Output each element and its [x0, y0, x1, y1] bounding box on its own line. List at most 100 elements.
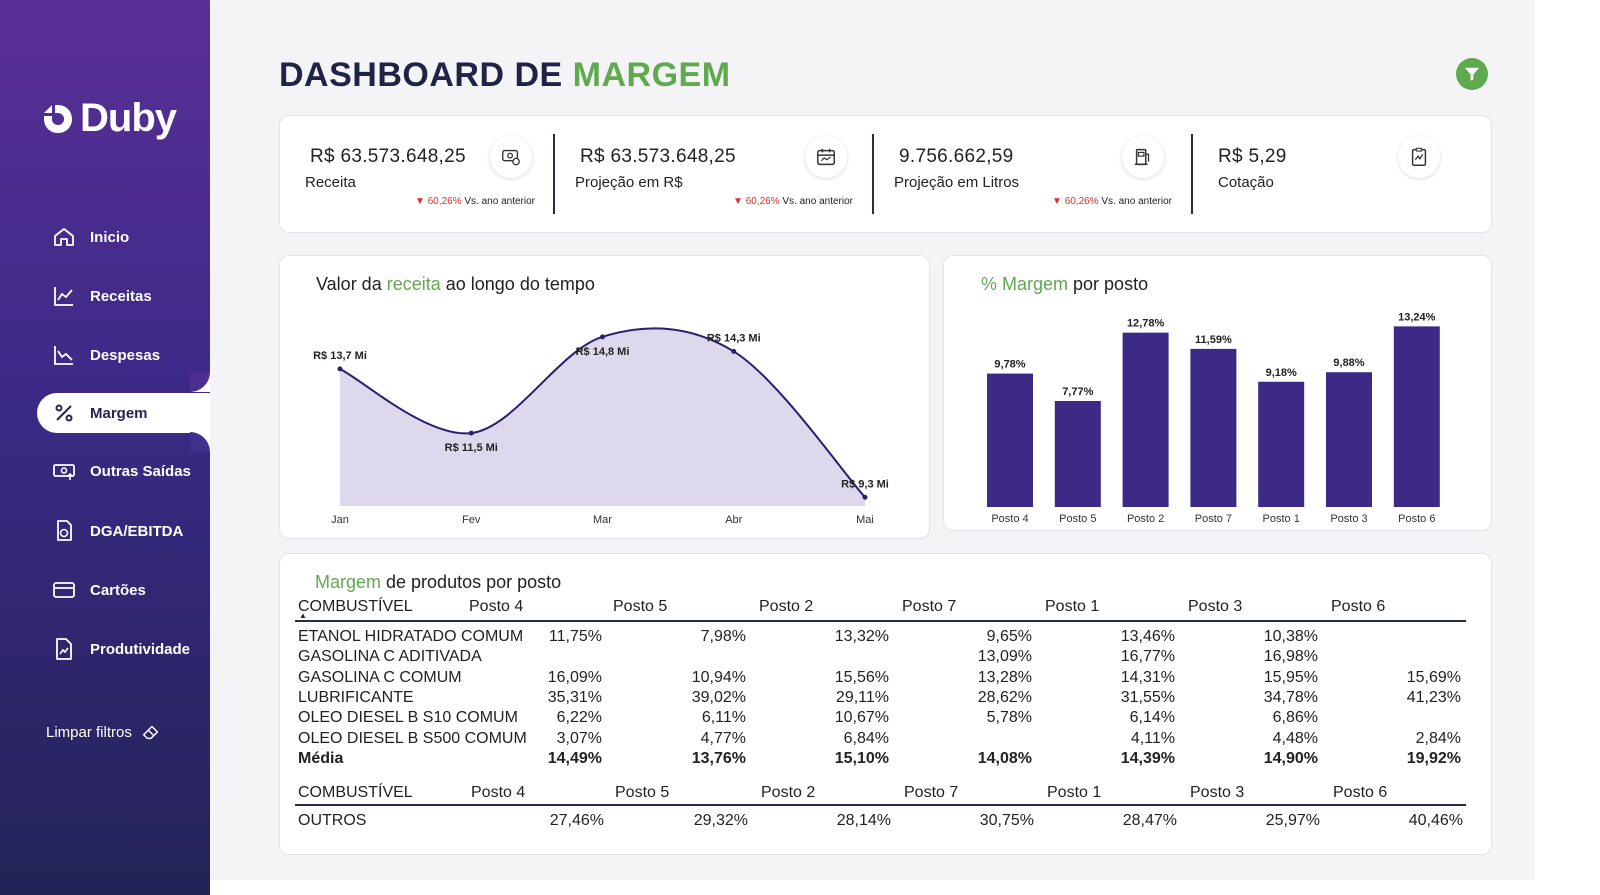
margin-bar[interactable]: [1122, 332, 1169, 507]
sidebar-item-receitas[interactable]: Receitas: [0, 276, 210, 316]
column-header[interactable]: Posto 5: [613, 598, 668, 615]
table-cell: 6,22%: [556, 709, 602, 727]
table-cell: 13,32%: [834, 628, 889, 645]
column-header[interactable]: Posto 2: [759, 598, 814, 615]
table-title: Margem de produtos por posto: [315, 572, 561, 593]
revenue-x-tick: Abr: [725, 514, 742, 526]
table-title-b: de produtos por posto: [381, 572, 562, 592]
table-cell: OUTROS: [298, 812, 367, 829]
revenue-point[interactable]: [600, 334, 605, 340]
column-header[interactable]: Posto 6: [1333, 784, 1388, 801]
revenue-x-tick: Mar: [593, 514, 612, 526]
column-header[interactable]: Posto 6: [1331, 598, 1386, 615]
table-cell: 16,09%: [547, 668, 602, 686]
kpi-value: 9.756.662,59: [899, 146, 1014, 167]
column-header[interactable]: Posto 7: [904, 784, 959, 801]
table-cell: 29,11%: [835, 688, 889, 706]
margin-x-tick: Posto 2: [1127, 513, 1164, 525]
page-title-accent: MARGEM: [572, 56, 731, 94]
margin-bar[interactable]: [1258, 381, 1305, 507]
table-cell: GASOLINA C COMUM: [298, 668, 462, 686]
table-cell: 13,76%: [691, 750, 746, 767]
kpi-0: R$ 63.573.648,25 Receita ▼ 60,26% Vs. ano …: [280, 116, 580, 234]
brand-logo[interactable]: Duby: [38, 96, 177, 141]
table-header-divider: [295, 804, 1466, 806]
margin-data-label: 12,78%: [1127, 318, 1165, 330]
revenue-chart-title: Valor da receita ao longo do tempo: [316, 274, 595, 295]
margin-data-label: 9,78%: [994, 359, 1025, 371]
table-cell: 28,62%: [977, 688, 1032, 706]
sidebar-item-label: Produtividade: [90, 640, 191, 658]
sidebar-item-margem[interactable]: Margem: [37, 393, 210, 433]
margin-bar[interactable]: [1190, 348, 1237, 507]
sidebar-item-produtividade[interactable]: Produtividade: [0, 629, 210, 669]
kpi-divider: [872, 134, 874, 214]
column-header[interactable]: Posto 3: [1188, 598, 1243, 615]
margin-bar[interactable]: [1393, 326, 1440, 507]
column-header[interactable]: Posto 1: [1047, 784, 1102, 801]
kpi-label: Projeção em Litros: [894, 174, 1020, 191]
column-header[interactable]: Posto 3: [1190, 784, 1245, 801]
column-header[interactable]: Posto 5: [615, 784, 670, 801]
sidebar-item-despesas[interactable]: Despesas: [0, 335, 210, 375]
kpi-3: R$ 5,29 Cotação: [1193, 116, 1493, 234]
column-header[interactable]: Posto 7: [902, 598, 957, 615]
margin-x-tick: Posto 7: [1195, 513, 1232, 525]
table-cell: 2,84%: [1415, 729, 1461, 747]
active-tab-notch-top: [190, 372, 210, 392]
revenue-chart-title-a: Valor da: [316, 274, 387, 294]
eraser-icon: [142, 725, 159, 740]
column-header[interactable]: COMBUSTÍVEL: [298, 598, 413, 615]
margin-bar[interactable]: [987, 373, 1033, 507]
kpi-delta-text: Vs. ano anterior: [1101, 196, 1172, 207]
home-icon: [52, 225, 76, 249]
kpi-divider: [553, 134, 555, 214]
kpi-label: Cotação: [1218, 174, 1274, 191]
filter-button[interactable]: [1456, 58, 1488, 90]
table-row: OLEO DIESEL B S500 COMUM 3,07% 4,77% 6,84% 4…: [280, 729, 1461, 748]
kpi-delta: ▼ 60,26% Vs. ano anterior: [733, 196, 853, 207]
margin-x-tick: Posto 6: [1398, 513, 1435, 525]
sidebar-item-inicio[interactable]: Inicio: [0, 217, 210, 257]
table-cell: ETANOL HIDRATADO COMUM: [298, 628, 524, 645]
column-header[interactable]: Posto 1: [1045, 598, 1100, 615]
margin-data-label: 11,59%: [1195, 334, 1232, 346]
margin-bar[interactable]: [1054, 400, 1101, 507]
money-out-icon: [52, 459, 76, 483]
table-cell: 4,77%: [700, 729, 746, 747]
sort-ascending-icon[interactable]: ▲: [299, 611, 307, 620]
sidebar-item-dga-ebitda[interactable]: DGA/EBITDA: [0, 511, 210, 551]
revenue-point[interactable]: [862, 494, 868, 500]
margin-chart-title: % Margem por posto: [981, 274, 1148, 295]
sidebar-item-label: Cartões: [90, 581, 146, 599]
revenue-point[interactable]: [468, 430, 474, 436]
table-cell: 16,98%: [1263, 648, 1318, 666]
column-header[interactable]: COMBUSTÍVEL: [298, 784, 413, 801]
revenue-point[interactable]: [731, 348, 737, 354]
brand-name: Duby: [80, 96, 177, 140]
kpi-1: R$ 63.573.648,25 Projeção em R$ ▼ 60,26% V…: [555, 116, 855, 234]
column-header[interactable]: Posto 4: [471, 784, 526, 801]
column-header[interactable]: Posto 2: [761, 784, 816, 801]
kpi-value: R$ 63.573.648,25: [310, 146, 466, 167]
table-cell: 28,14%: [836, 812, 891, 829]
revenue-data-label: R$ 9,3 Mi: [841, 478, 889, 490]
kpi-divider: [1191, 134, 1193, 214]
table-row: OLEO DIESEL B S10 COMUM 6,22% 6,11% 10,67% 5…: [280, 709, 1460, 727]
kpi-card: R$ 63.573.648,25 Receita ▼ 60,26% Vs. ano …: [279, 115, 1492, 233]
revenue-x-tick: Mai: [856, 514, 874, 526]
table-row: LUBRIFICANTE 35,31% 39,02% 29,11% 28,62% 31,5…: [280, 688, 1461, 707]
kpi-2: 9.756.662,59 Projeção em Litros ▼ 60,26% V…: [874, 116, 1174, 234]
table-row: GASOLINA C ADITIVADA 13,09% 16,77% 16,98%: [280, 648, 1460, 666]
sidebar-item-cart-es[interactable]: Cartões: [0, 570, 210, 610]
column-header[interactable]: Posto 4: [469, 598, 524, 615]
clear-filters-button[interactable]: Limpar filtros: [46, 721, 162, 743]
margin-bar[interactable]: [1326, 372, 1372, 507]
margin-bar-chart: 9,78% Posto 4 7,77% Posto 5 12,78% Posto 2 11,…: [987, 311, 1440, 525]
table-cell: 27,46%: [549, 812, 604, 829]
revenue-point[interactable]: [337, 366, 343, 372]
table-cell: 19,92%: [1406, 750, 1461, 767]
table-cell: 6,86%: [1272, 709, 1318, 727]
table-cell: 30,75%: [979, 812, 1034, 829]
sidebar-item-outras-sa-das[interactable]: Outras Saídas: [0, 451, 210, 491]
